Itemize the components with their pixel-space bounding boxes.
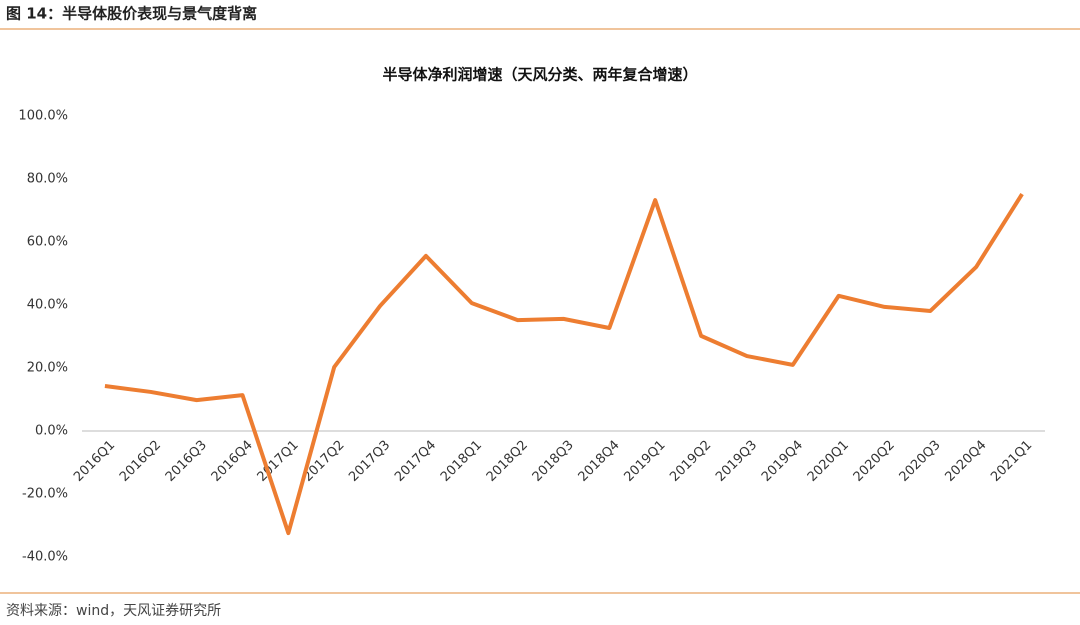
x-tick-label: 2018Q4: [576, 438, 623, 485]
x-tick-label: 2019Q4: [759, 438, 806, 485]
data-line: [104, 193, 1024, 536]
chart-title: 半导体净利润增速（天风分类、两年复合增速）: [382, 66, 697, 84]
x-tick-label: 2018Q3: [530, 438, 577, 485]
x-tick-label: 2020Q2: [851, 438, 898, 485]
x-tick-label: 2021Q1: [988, 438, 1035, 485]
x-tick-label: 2020Q3: [897, 438, 944, 485]
y-tick-label: 40.0%: [27, 298, 68, 313]
y-tick-label: 60.0%: [27, 235, 68, 250]
x-tick-label: 2016Q3: [163, 438, 210, 485]
y-tick-label: 80.0%: [27, 172, 68, 187]
x-tick-label: 2017Q3: [346, 438, 393, 485]
x-tick-label: 2019Q1: [621, 438, 668, 485]
x-tick-label: 2017Q4: [392, 438, 439, 485]
y-tick-label: 20.0%: [27, 361, 68, 376]
source-note: 资料来源：wind，天风证券研究所: [6, 603, 221, 619]
y-tick-label: -20.0%: [22, 487, 68, 502]
x-tick-label: 2018Q1: [438, 438, 485, 485]
y-tick-label: 100.0%: [18, 109, 68, 124]
figure-title: 图 14：半导体股价表现与景气度背离: [6, 5, 257, 23]
x-tick-label: 2020Q4: [942, 438, 989, 485]
x-tick-label: 2017Q1: [255, 438, 302, 485]
x-tick-label: 2019Q2: [667, 438, 714, 485]
y-tick-label: 0.0%: [35, 424, 68, 439]
x-tick-label: 2016Q2: [117, 438, 164, 485]
x-tick-label: 2016Q4: [209, 438, 256, 485]
x-tick-label: 2018Q2: [484, 438, 531, 485]
y-tick-label: -40.0%: [22, 550, 68, 565]
x-tick-label: 2019Q3: [713, 438, 760, 485]
x-tick-label: 2020Q1: [805, 438, 852, 485]
x-tick-label: 2016Q1: [71, 438, 118, 485]
